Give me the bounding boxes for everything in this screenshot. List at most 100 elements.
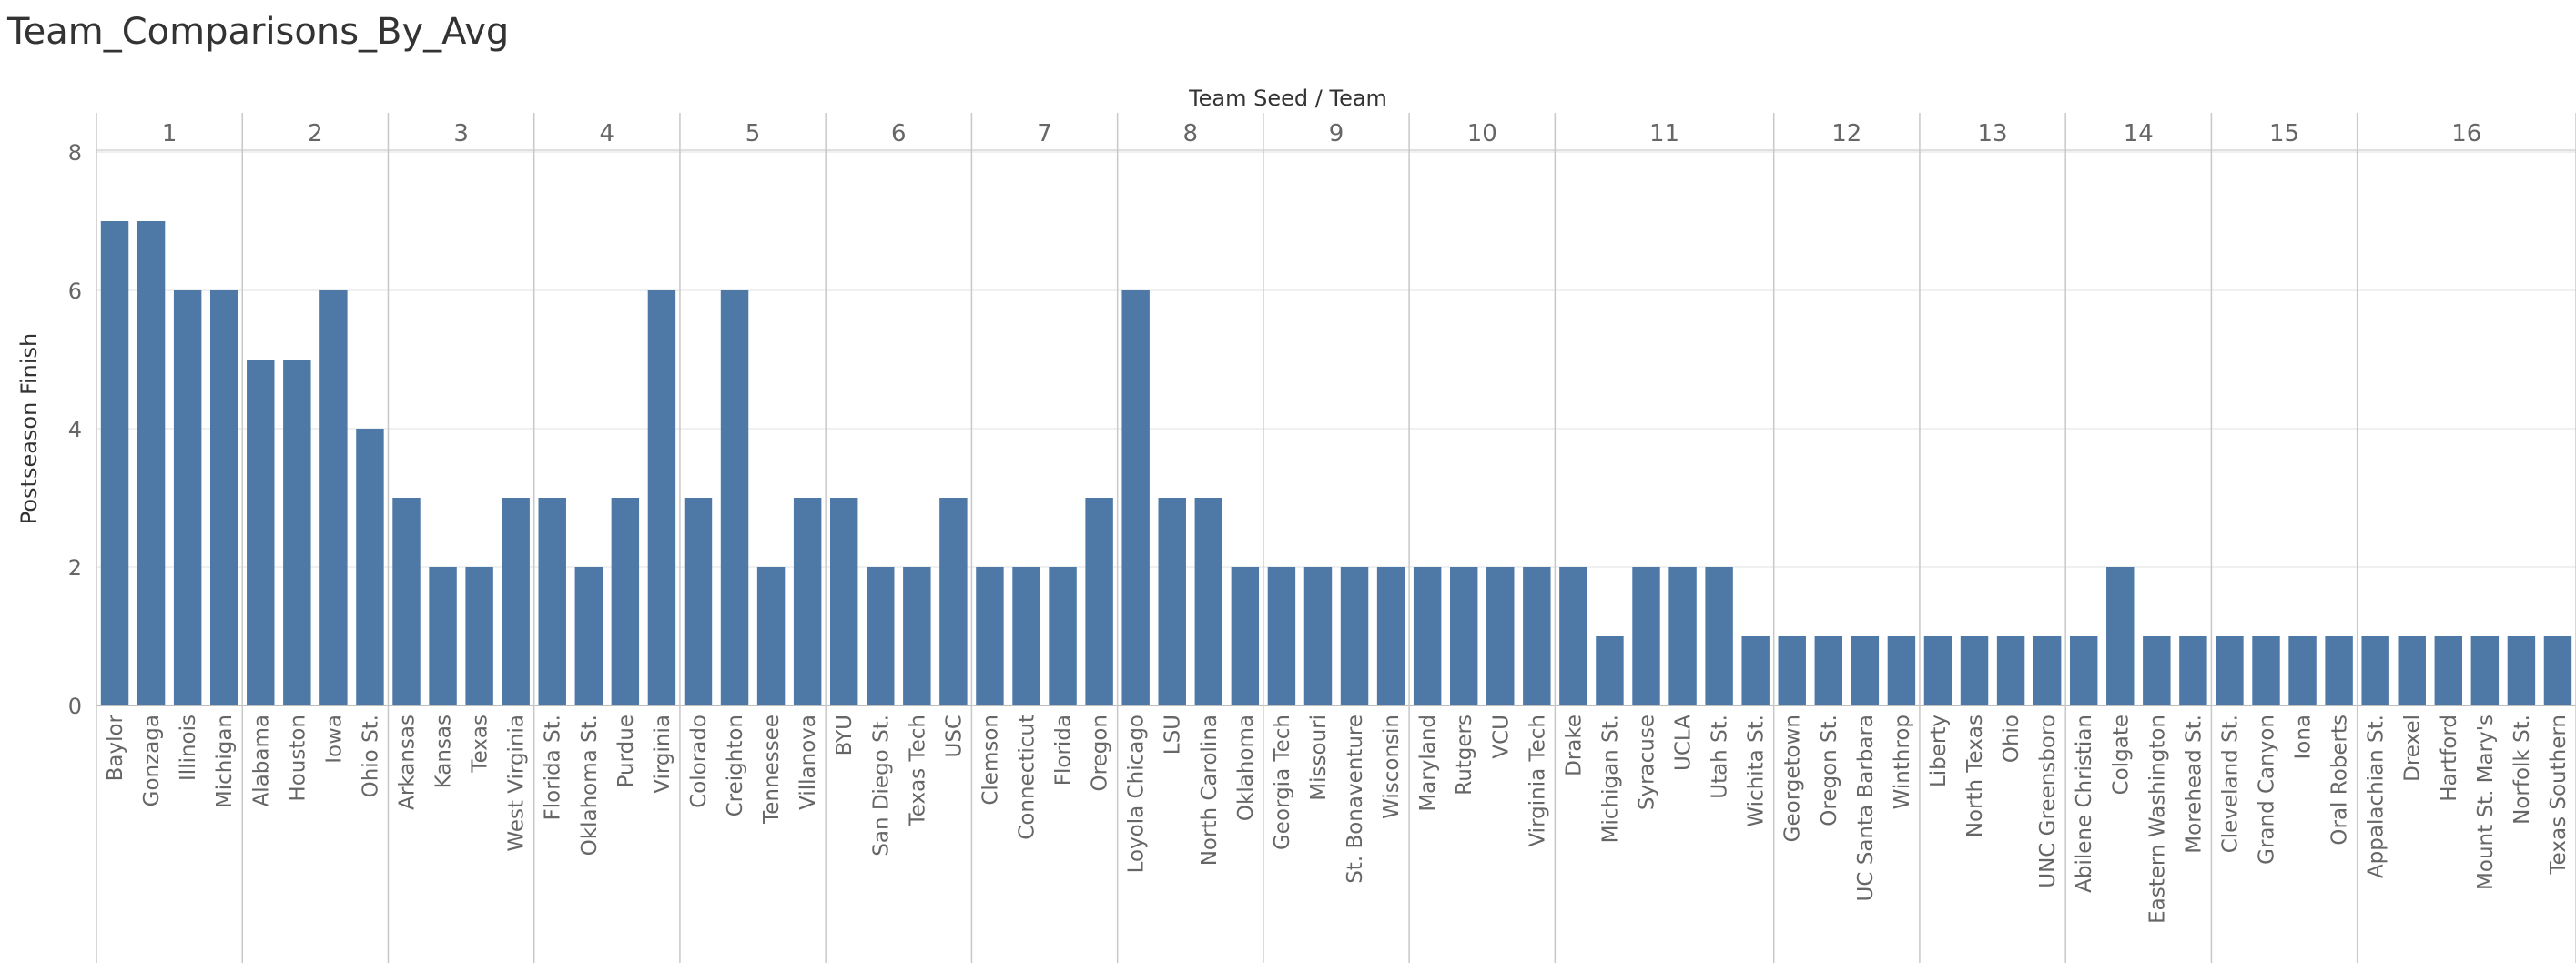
team-label: Wichita St. [1745, 715, 1769, 827]
bar [209, 290, 238, 705]
team-label: Syracuse [1636, 715, 1659, 810]
bar [100, 221, 129, 705]
bar [392, 498, 421, 705]
team-label: Morehead St. [2182, 715, 2206, 854]
team-label: Winthrop [1891, 715, 1914, 809]
y-tick-label: 0 [68, 694, 82, 719]
bar [538, 498, 566, 705]
bar [684, 498, 713, 705]
y-tick-label: 2 [68, 555, 82, 581]
bar [1413, 567, 1442, 705]
bar [2361, 636, 2389, 705]
team-label: Drexel [2401, 715, 2425, 782]
bar [2398, 636, 2426, 705]
seed-header-label: 16 [2451, 120, 2481, 147]
seed-header-label: 9 [1329, 120, 1344, 147]
team-label: UNC Greensboro [2036, 715, 2060, 888]
bar [574, 567, 603, 705]
bar [1340, 567, 1369, 705]
bar [137, 221, 166, 705]
team-label: Maryland [1416, 715, 1440, 812]
team-label: Rutgers [1453, 715, 1476, 796]
team-label: North Carolina [1198, 715, 1222, 866]
bar [1632, 567, 1660, 705]
group-separators [96, 113, 2576, 963]
bar [1267, 567, 1296, 705]
seed-header-label: 4 [600, 120, 615, 147]
team-label: Georgetown [1781, 715, 1805, 842]
team-label: Oklahoma [1234, 715, 1258, 821]
bar [2543, 636, 2572, 705]
bar [939, 498, 968, 705]
y-tick-label: 4 [68, 417, 82, 442]
seed-header-label: 6 [891, 120, 907, 147]
bar [2470, 636, 2500, 705]
bar [1523, 567, 1551, 705]
team-label: Oral Roberts [2328, 715, 2352, 846]
bar [502, 498, 530, 705]
team-label: Grand Canyon [2256, 715, 2279, 865]
seed-header-label: 15 [2269, 120, 2299, 147]
bar [1158, 498, 1186, 705]
bar [976, 567, 1004, 705]
team-label: Drake [1562, 715, 1586, 776]
bar [173, 290, 202, 705]
bar [1012, 567, 1040, 705]
bar [1741, 636, 1770, 705]
team-label: Liberty [1927, 715, 1951, 787]
bar [2179, 636, 2207, 705]
team-label: UCLA [1672, 715, 1696, 771]
team-label: Eastern Washington [2145, 715, 2169, 924]
team-label: Ohio St. [359, 715, 382, 797]
seed-header-label: 3 [453, 120, 469, 147]
team-label: UC Santa Barbara [1854, 715, 1878, 901]
bar [1486, 567, 1515, 705]
bar [1121, 290, 1150, 705]
seed-header-label: 14 [2124, 120, 2154, 147]
bar [2434, 636, 2463, 705]
team-label: Villanova [796, 715, 820, 810]
bar [1814, 636, 1843, 705]
team-label: Michigan St. [1598, 715, 1622, 843]
bar [429, 567, 457, 705]
bar [2216, 636, 2244, 705]
seed-header-label: 2 [308, 120, 323, 147]
seed-header-label: 12 [1831, 120, 1861, 147]
team-label: Texas Southern [2547, 715, 2571, 876]
team-label: Kansas [432, 715, 456, 788]
team-label: Loyola Chicago [1125, 715, 1149, 873]
bar [1376, 567, 1405, 705]
bar [1085, 498, 1113, 705]
team-label: Houston [286, 715, 309, 802]
team-label: Michigan [213, 715, 237, 808]
team-label: Gonzaga [140, 715, 164, 806]
team-label: Missouri [1307, 715, 1331, 801]
team-label: LSU [1161, 715, 1185, 755]
team-label: VCU [1489, 715, 1513, 759]
bar [793, 498, 822, 705]
team-label: Wisconsin [1380, 715, 1404, 819]
team-label: Appalachian St. [2365, 715, 2388, 878]
bar [2069, 636, 2098, 705]
team-label: Clemson [979, 715, 1002, 806]
team-label: Oregon St. [1818, 715, 1841, 826]
bar [2252, 636, 2280, 705]
team-label: Georgia Tech [1271, 715, 1294, 850]
bar [356, 429, 384, 705]
team-label: Arkansas [396, 715, 420, 810]
seed-header-label: 11 [1649, 120, 1679, 147]
bar [247, 360, 275, 705]
y-tick-label: 8 [68, 140, 82, 166]
bar [647, 290, 676, 705]
bar [2325, 636, 2353, 705]
team-label: Purdue [614, 715, 638, 787]
seed-header-label: 5 [745, 120, 761, 147]
team-label: Oregon [1089, 715, 1112, 791]
bar [720, 290, 749, 705]
bar [1851, 636, 1880, 705]
team-label: North Texas [1963, 715, 1987, 837]
bar [611, 498, 640, 705]
bar [1923, 636, 1952, 705]
team-label: Hartford [2438, 715, 2461, 802]
